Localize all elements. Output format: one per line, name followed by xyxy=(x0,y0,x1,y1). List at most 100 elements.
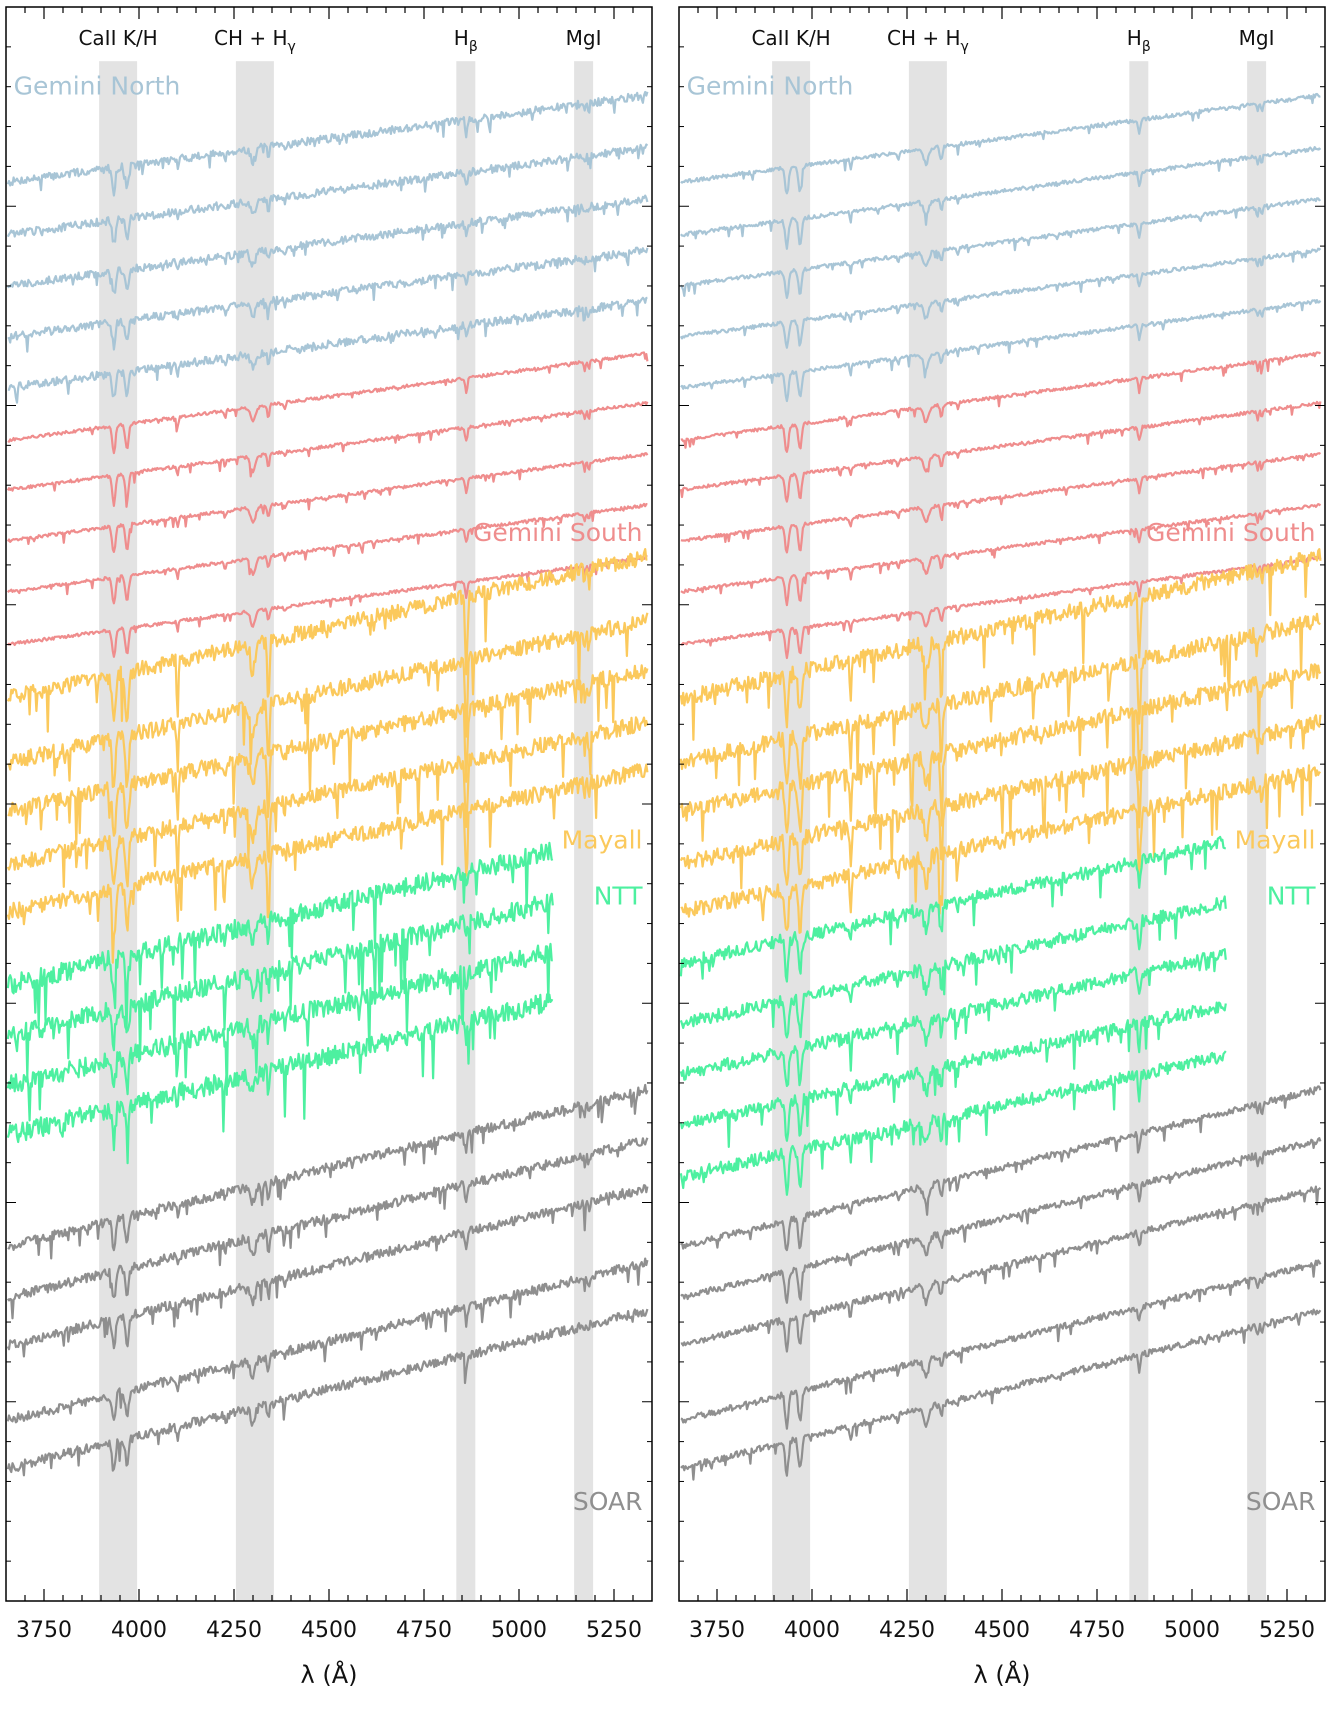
series-label: Gemini North xyxy=(14,72,181,101)
spectrum-line xyxy=(680,764,1322,934)
absorption-band-shade xyxy=(456,61,476,1601)
x-tick-label: 5250 xyxy=(1259,1618,1315,1643)
x-axis-title: λ (Å) xyxy=(974,1660,1031,1689)
x-tick-label: 3750 xyxy=(689,1618,745,1643)
series-label: NTT xyxy=(594,881,644,910)
spectrum-line xyxy=(6,401,649,508)
band-label: CaII K/H xyxy=(751,26,830,50)
spectrum-line xyxy=(680,351,1322,453)
spectra-group-mayall: Mayall xyxy=(679,547,1322,934)
spectrum-line xyxy=(6,841,554,1034)
spectrum-line xyxy=(680,299,1322,403)
x-tick-label: 5250 xyxy=(586,1618,642,1643)
spectrum-line xyxy=(679,247,1322,349)
spectrum-line xyxy=(679,1001,1227,1149)
spectrum-line xyxy=(679,1085,1322,1252)
x-tick-label: 5000 xyxy=(1164,1618,1220,1643)
x-tick-label: 4750 xyxy=(396,1618,452,1643)
spectrum-line xyxy=(7,1083,649,1260)
spectra-group-soar: SOAR xyxy=(6,1083,649,1516)
spectrum-line xyxy=(6,1257,649,1424)
spectrum-line xyxy=(7,296,648,404)
spectrum-line xyxy=(6,143,649,243)
spectra-group-gemini-south: Gemini South xyxy=(679,351,1322,660)
band-label: MgI xyxy=(1239,26,1275,50)
spectra-group-mayall: Mayall xyxy=(6,547,649,964)
spectrum-line xyxy=(7,351,649,455)
spectrum-line xyxy=(6,547,648,733)
series-label: Gemini South xyxy=(473,518,642,547)
x-tick-label: 3750 xyxy=(16,1618,72,1643)
series-label: SOAR xyxy=(573,1487,643,1516)
spectrum-line xyxy=(6,942,553,1122)
spectrum-line xyxy=(6,1137,649,1320)
left-spectra-panel: CaII K/H CH + Hγ Hβ MgI Gemini North Gemini S… xyxy=(5,6,653,1689)
spectrum-line xyxy=(6,452,649,554)
x-tick-label: 4000 xyxy=(784,1618,840,1643)
spectrum-line xyxy=(6,1308,649,1477)
series-label: Mayall xyxy=(1235,826,1316,855)
x-tick-label: 4500 xyxy=(974,1618,1030,1643)
right-spectra-panel: CaII K/H CH + Hγ Hβ MgI Gemini North Gemini S… xyxy=(678,6,1326,1689)
spectrum-line xyxy=(6,993,554,1165)
spectra-group-ntt: NTT xyxy=(6,841,644,1165)
spectrum-line xyxy=(679,1050,1227,1196)
series-label: Mayall xyxy=(562,826,643,855)
x-tick-label: 4000 xyxy=(111,1618,167,1643)
x-tick-label: 4500 xyxy=(301,1618,357,1643)
band-label: Hβ xyxy=(454,26,478,55)
x-tick-label: 4750 xyxy=(1069,1618,1125,1643)
spectra-group-gemini-south: Gemini South xyxy=(6,351,649,658)
spectrum-line xyxy=(679,197,1322,299)
spectrum-line xyxy=(679,547,1322,741)
x-tick-label: 4250 xyxy=(206,1618,262,1643)
spectrum-line xyxy=(6,1184,649,1358)
spectra-group-soar: SOAR xyxy=(679,1085,1322,1516)
spectrum-line xyxy=(679,835,1226,983)
spectrum-line xyxy=(679,400,1322,503)
x-tick-label: 5000 xyxy=(491,1618,547,1643)
series-label: Gemini South xyxy=(1146,518,1315,547)
spectrum-line xyxy=(680,452,1322,554)
band-label: MgI xyxy=(566,26,602,50)
absorption-band-shade xyxy=(1247,61,1267,1601)
spectrum-line xyxy=(680,1259,1322,1430)
spectrum-line xyxy=(680,1185,1322,1353)
band-label: Hβ xyxy=(1127,26,1151,55)
spectra-group-ntt: NTT xyxy=(679,835,1317,1196)
absorption-band-shade xyxy=(574,61,594,1601)
spectrum-line xyxy=(6,716,649,889)
spectra-group-gemini-north: Gemini North xyxy=(679,72,1322,403)
spectrum-line xyxy=(680,1137,1322,1304)
spectrum-line xyxy=(6,502,648,605)
x-tick-label: 4250 xyxy=(879,1618,935,1643)
spectrum-line xyxy=(679,663,1322,842)
spectrum-line xyxy=(6,892,554,1078)
absorption-band-shade xyxy=(1129,61,1149,1601)
series-label: NTT xyxy=(1267,881,1317,910)
absorption-band-shade xyxy=(99,61,138,1601)
series-label: Gemini North xyxy=(687,72,854,101)
x-axis-title: λ (Å) xyxy=(301,1660,358,1689)
band-label: CH + Hγ xyxy=(214,26,296,55)
spectrum-line xyxy=(7,555,648,658)
absorption-band-shade xyxy=(772,61,811,1601)
spectrum-line xyxy=(680,555,1322,660)
spectrum-line xyxy=(6,763,649,964)
spectrum-line xyxy=(7,246,649,353)
spectrum-line xyxy=(6,90,649,197)
spectrum-line xyxy=(679,714,1322,890)
series-label: SOAR xyxy=(1246,1487,1316,1516)
spectrum-line xyxy=(680,92,1321,195)
band-label: CaII K/H xyxy=(78,26,157,50)
spectrum-line xyxy=(680,503,1322,607)
spectrum-line xyxy=(680,1308,1322,1481)
spectrum-line xyxy=(7,664,649,846)
spectrum-line xyxy=(679,612,1321,790)
spectrum-line xyxy=(679,895,1227,1039)
spectrum-line xyxy=(7,612,649,789)
spectrum-line xyxy=(679,948,1227,1088)
spectra-group-gemini-north: Gemini North xyxy=(6,72,649,404)
spectrum-line xyxy=(680,146,1322,250)
